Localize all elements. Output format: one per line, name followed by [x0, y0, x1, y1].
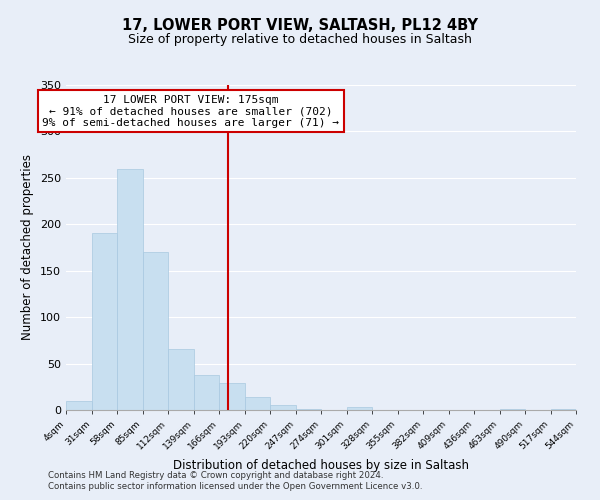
Bar [551, 409, 576, 410]
Text: Size of property relative to detached houses in Saltash: Size of property relative to detached ho… [128, 32, 472, 46]
Bar [296, 409, 321, 410]
Bar [500, 409, 525, 410]
Bar [219, 383, 245, 410]
Bar [143, 252, 168, 410]
Bar [117, 168, 143, 410]
Bar [91, 232, 117, 410]
Bar [245, 397, 270, 410]
Text: 17 LOWER PORT VIEW: 175sqm
← 91% of detached houses are smaller (702)
9% of semi: 17 LOWER PORT VIEW: 175sqm ← 91% of deta… [43, 94, 340, 128]
Text: 17, LOWER PORT VIEW, SALTASH, PL12 4BY: 17, LOWER PORT VIEW, SALTASH, PL12 4BY [122, 18, 478, 32]
Bar [270, 406, 296, 410]
Bar [347, 407, 372, 410]
Text: Contains HM Land Registry data © Crown copyright and database right 2024.: Contains HM Land Registry data © Crown c… [48, 470, 383, 480]
X-axis label: Distribution of detached houses by size in Saltash: Distribution of detached houses by size … [173, 460, 469, 472]
Bar [194, 374, 219, 410]
Text: Contains public sector information licensed under the Open Government Licence v3: Contains public sector information licen… [48, 482, 422, 491]
Y-axis label: Number of detached properties: Number of detached properties [22, 154, 34, 340]
Bar [66, 400, 91, 410]
Bar [168, 348, 193, 410]
